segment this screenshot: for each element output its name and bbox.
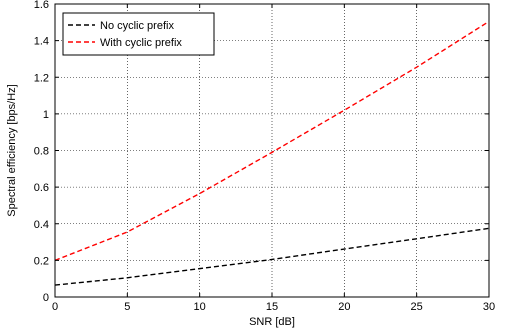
x-tick-label: 15 — [266, 301, 278, 313]
y-tick-label: 0.6 — [34, 182, 49, 194]
y-tick-label: 1 — [43, 109, 49, 121]
legend-box — [62, 12, 215, 56]
x-tick-label: 30 — [483, 301, 495, 313]
legend-label-no-cyclic-prefix: No cyclic prefix — [100, 20, 174, 32]
y-tick-label: 0.2 — [34, 255, 49, 267]
series-line-with-cyclic-prefix — [54, 20, 490, 262]
series-line-no-cyclic-prefix — [54, 227, 490, 286]
x-axis-label: SNR [dB] — [249, 316, 295, 328]
x-tick-label: 10 — [194, 301, 206, 313]
legend: No cyclic prefix With cyclic prefix — [62, 12, 215, 56]
y-tick-label: 0.4 — [34, 219, 49, 231]
y-tick-label: 1.6 — [34, 0, 49, 11]
grid — [55, 4, 489, 297]
ticks: 0 5 10 15 20 25 30 0 0.2 0.4 0.6 0.8 1 1.2 1.4 1.6 — [34, 0, 495, 313]
y-tick-label: 0.8 — [34, 146, 49, 158]
y-axis-label: Spectral efficiency [bps/Hz] — [6, 84, 18, 216]
y-tick-label: 1.4 — [34, 36, 49, 48]
x-tick-label: 25 — [411, 301, 423, 313]
y-tick-label: 1.2 — [34, 72, 49, 84]
x-tick-label: 20 — [338, 301, 350, 313]
x-tick-label: 0 — [52, 301, 58, 313]
y-tick-label: 0 — [43, 292, 49, 304]
legend-label-with-cyclic-prefix: With cyclic prefix — [100, 37, 182, 49]
series-layer — [54, 20, 490, 286]
x-tick-label: 5 — [124, 301, 130, 313]
